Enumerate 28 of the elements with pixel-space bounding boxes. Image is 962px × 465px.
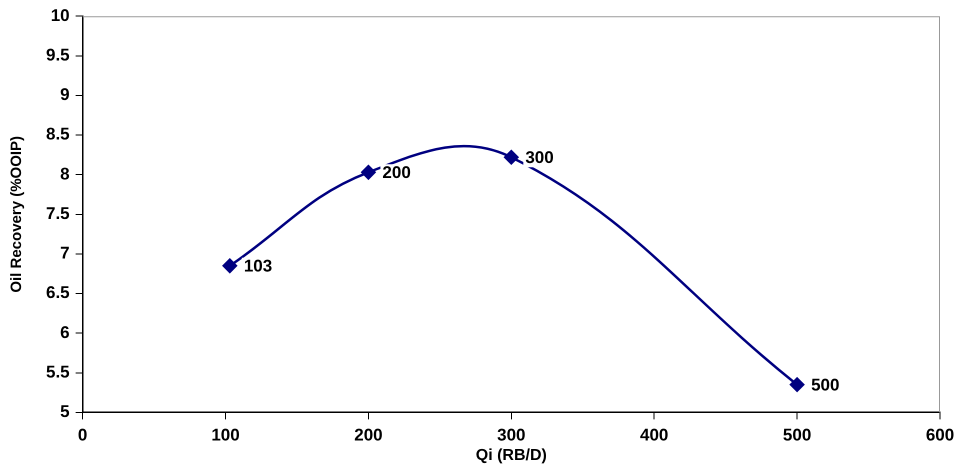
x-tick-label: 300 <box>497 425 526 444</box>
y-tick-label: 9 <box>60 85 70 104</box>
x-tick-label: 500 <box>782 425 812 444</box>
annotation: 103 <box>244 256 272 276</box>
y-axis-title: Oil Recovery (%OOIP) <box>8 136 26 293</box>
annotation: 300 <box>525 148 554 167</box>
point <box>361 165 376 180</box>
x-axis-title: Qi (RB/D) <box>476 446 547 464</box>
point <box>222 258 238 274</box>
x-tick-label: 400 <box>640 425 668 444</box>
y-tick-label: 5.5 <box>46 362 70 382</box>
annotation: 500 <box>811 375 840 394</box>
annotation: 200 <box>382 162 411 182</box>
point <box>504 150 519 164</box>
y-tick-label: 8 <box>60 164 70 184</box>
y-tick-label: 10 <box>50 6 70 25</box>
y-tick-label: 7 <box>60 244 70 263</box>
y-tick-label: 6 <box>60 322 70 342</box>
point <box>790 377 804 392</box>
x-tick-label: 0 <box>78 425 88 444</box>
y-tick-label: 6.5 <box>46 283 70 302</box>
y-tick-label: 7.5 <box>46 204 70 223</box>
x-tick-label: 600 <box>926 425 954 444</box>
y-tick-label: 9.5 <box>46 46 70 65</box>
y-tick-label: 5 <box>60 402 70 422</box>
y-tick-label: 8.5 <box>46 124 70 144</box>
x-tick-label: 100 <box>211 425 240 444</box>
x-tick-label: 200 <box>354 425 383 444</box>
